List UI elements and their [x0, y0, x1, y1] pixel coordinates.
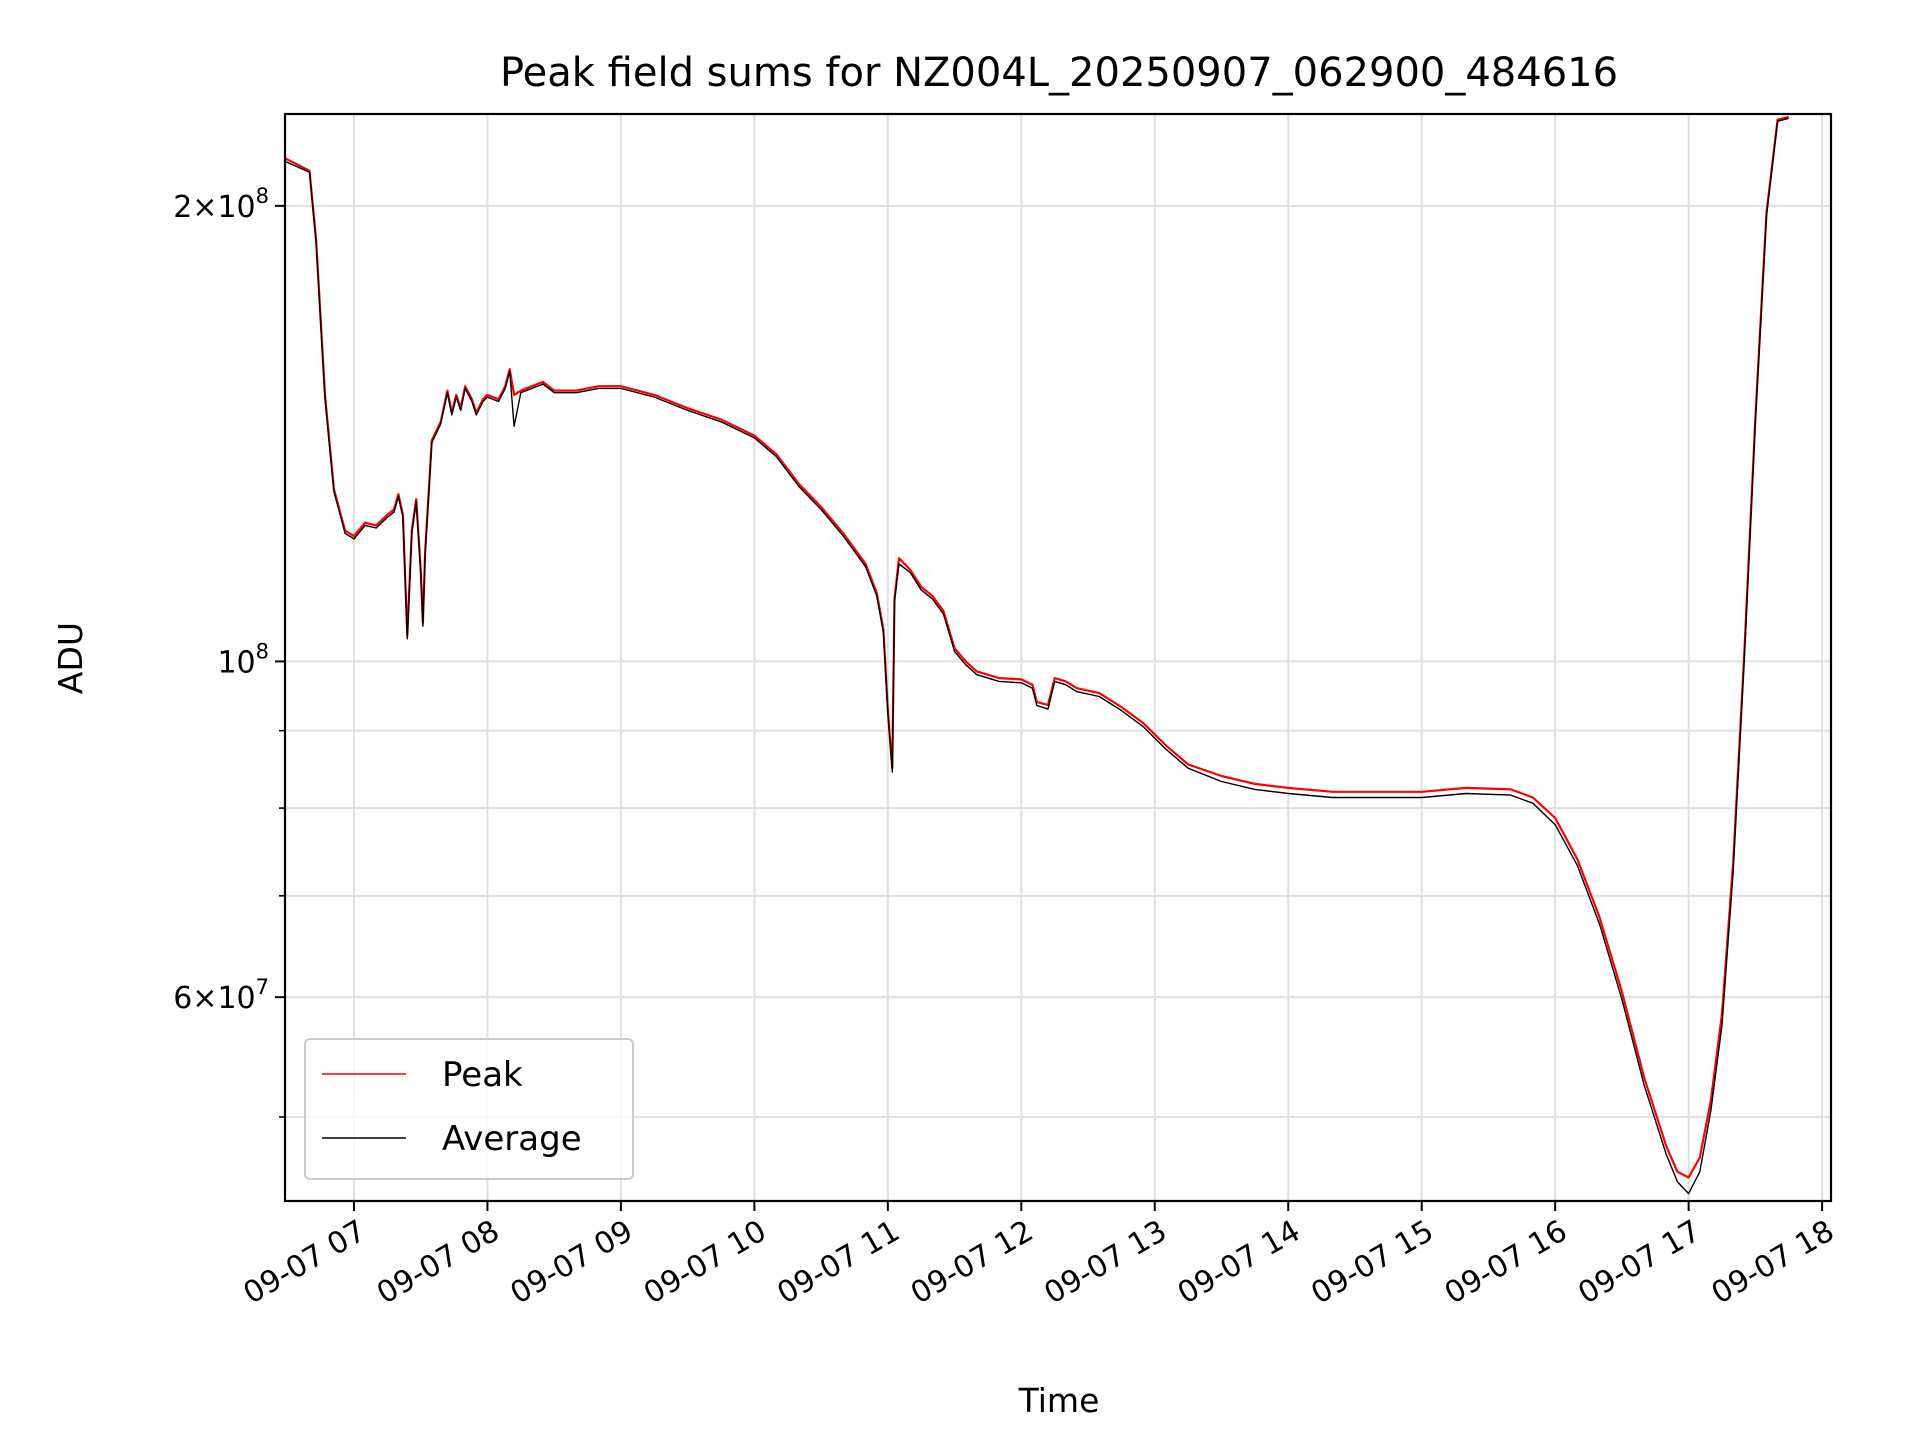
series-line-average — [284, 117, 1789, 1195]
plot-series — [284, 115, 1789, 1195]
chart-title: Peak field sums for NZ004L_20250907_0629… — [500, 50, 1618, 96]
legend-label-peak: Peak — [442, 1055, 523, 1095]
legend: Peak Average — [304, 1038, 634, 1180]
legend-label-average: Average — [442, 1119, 582, 1159]
y-axis-label: ADU — [51, 622, 90, 694]
plot-frame — [283, 112, 1833, 1203]
y-tick-label: 108 — [217, 639, 269, 680]
y-tick-label: 6×107 — [173, 975, 269, 1016]
y-tick-label: 2×108 — [173, 184, 269, 225]
x-axis-label: Time — [1018, 1381, 1100, 1420]
y-axis: 6×107 108 2×108 — [173, 184, 285, 1118]
grid-lines — [285, 114, 1831, 1201]
